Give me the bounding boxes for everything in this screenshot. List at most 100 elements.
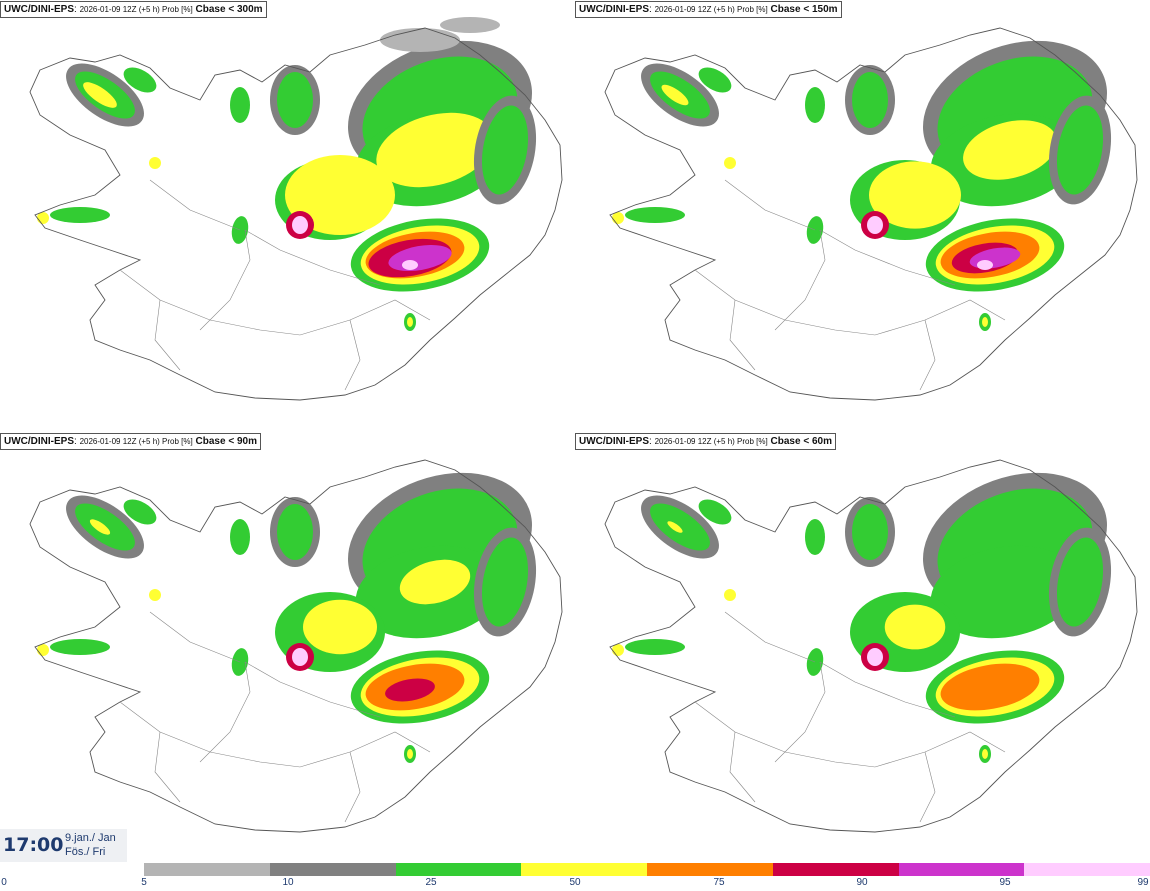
road-line [724,611,816,663]
probability-area [661,84,689,106]
probability-area [982,317,988,327]
coastline [604,27,1138,401]
probability-area [940,663,1040,711]
probability-area [376,112,494,188]
probability-area [285,155,395,235]
probability-area [852,504,888,560]
iceland-map-150m [604,27,1138,401]
valid-time-box: 17:00 9.jan./ Jan Fös./ Fri [0,829,127,862]
road-line [199,661,251,763]
probability-area [805,87,825,123]
probability-area [930,545,1080,639]
color-bar-segment [647,863,774,876]
probability-area [440,17,500,33]
color-bar-tick: 0 [1,877,7,888]
probability-area [625,207,685,223]
road-line [694,701,1006,768]
probability-area [402,260,418,270]
road-line [729,299,756,371]
probability-area [149,589,161,601]
road-line [149,179,241,231]
color-bar-tick: 90 [856,877,868,888]
probability-area [407,749,413,759]
road-line [344,319,361,391]
probability-area [724,157,736,169]
coastline [29,459,563,833]
probability-area [977,260,993,270]
road-line [119,701,431,768]
probability-area [698,67,732,93]
color-bar-segment [772,863,899,876]
probability-area [963,120,1057,180]
probability-area [292,648,308,666]
probability-area [982,749,988,759]
road-line [819,229,956,286]
iceland-map-90m [29,459,563,833]
probability-area [380,28,460,52]
probability-area [625,639,685,655]
probability-area [399,559,471,605]
road-line [149,611,241,663]
probability-area [277,72,313,128]
road-line [919,751,936,823]
probability-area [724,589,736,601]
probability-area [1056,537,1104,627]
probability-area [1056,105,1104,195]
map-panel-60m: UWC/DINI-EPS: 2026-01-09 12Z (+5 h) Prob… [575,432,1150,862]
road-line [119,269,431,336]
color-bar-tick: 10 [282,877,294,888]
road-line [244,661,381,718]
probability-area [230,87,250,123]
probability-area [230,519,250,555]
road-line [154,731,181,803]
color-bar-segment [898,863,1025,876]
probability-area [867,216,883,234]
probability-area [50,639,110,655]
probability-area [650,503,710,551]
color-bar-tick: 95 [999,877,1011,888]
map-panel-150m: UWC/DINI-EPS: 2026-01-09 12Z (+5 h) Prob… [575,0,1150,430]
probability-area [698,499,732,525]
map-panel-300m: UWC/DINI-EPS: 2026-01-09 12Z (+5 h) Prob… [0,0,575,430]
iceland-map-60m [604,459,1138,833]
panel-title: UWC/DINI-EPS: 2026-01-09 12Z (+5 h) Prob… [0,1,267,18]
road-line [199,229,251,331]
iceland-map-300m [29,17,563,401]
probability-area [277,504,313,560]
road-line [819,661,956,718]
color-bar-tick: 25 [425,877,437,888]
road-line [729,731,756,803]
probability-area [869,161,961,229]
road-line [774,661,826,763]
valid-date: 9.jan./ Jan [65,832,116,844]
color-bar-tick: 50 [569,877,581,888]
probability-area [481,537,529,627]
color-bar-tick: 5 [141,877,147,888]
probability-area [867,648,883,666]
probability-area [303,599,377,655]
color-bar-tick: 75 [713,877,725,888]
road-line [154,299,181,371]
probability-area [149,157,161,169]
probability-area [123,67,157,93]
valid-time: 17:00 [3,834,64,856]
probability-area [852,72,888,128]
probability-area [292,216,308,234]
panel-title: UWC/DINI-EPS: 2026-01-09 12Z (+5 h) Prob… [575,1,842,18]
map-panel-90m: UWC/DINI-EPS: 2026-01-09 12Z (+5 h) Prob… [0,432,575,862]
color-bar-segment [1024,863,1150,876]
road-line [724,179,816,231]
color-bar-segment [521,863,648,876]
road-line [774,229,826,331]
probability-area [407,317,413,327]
coastline [29,27,563,401]
road-line [244,229,381,286]
road-line [919,319,936,391]
color-bar-segment [144,863,271,876]
probability-area [805,519,825,555]
panel-title: UWC/DINI-EPS: 2026-01-09 12Z (+5 h) Prob… [575,433,836,450]
road-line [344,751,361,823]
coastline [604,459,1138,833]
probability-area [667,521,683,533]
probability-area [123,499,157,525]
